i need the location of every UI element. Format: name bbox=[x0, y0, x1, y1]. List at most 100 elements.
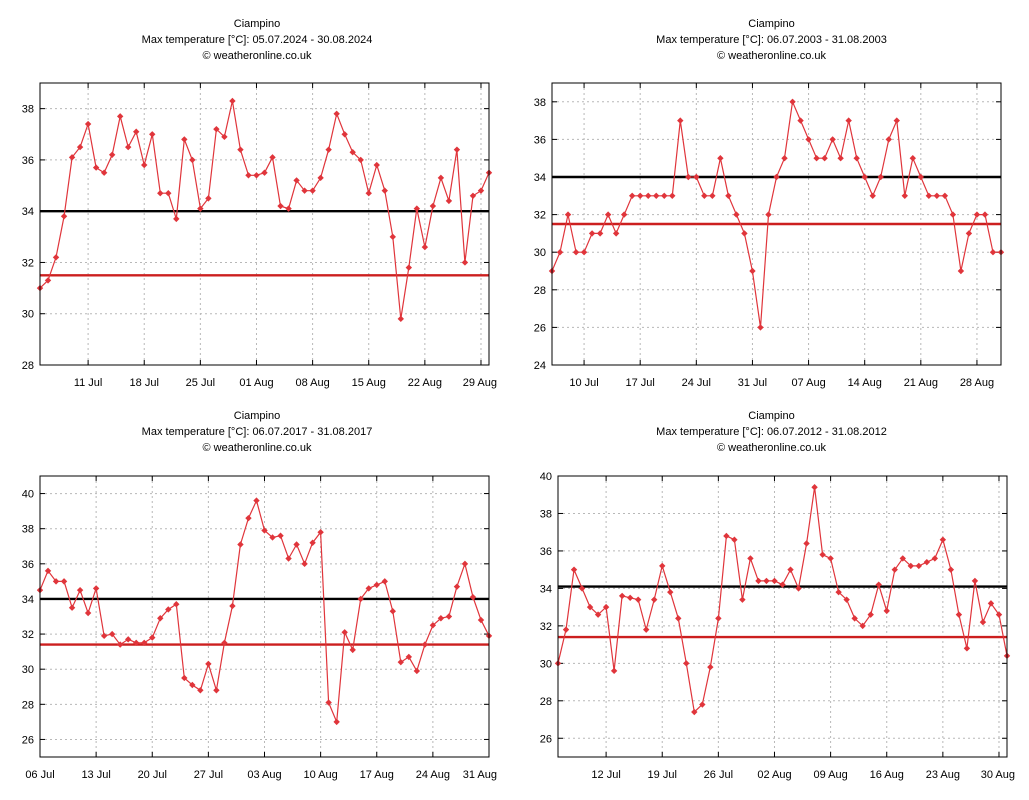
x-tick-label: 27 Jul bbox=[194, 769, 223, 781]
data-point bbox=[133, 639, 140, 647]
chart-panel-2012: Ciampino Max temperature [°C]: 06.07.201… bbox=[514, 400, 1029, 800]
y-tick-label: 34 bbox=[22, 206, 34, 218]
chart-title: Ciampino bbox=[748, 410, 795, 422]
series-markers bbox=[36, 97, 493, 323]
data-point bbox=[84, 120, 92, 128]
data-point bbox=[805, 136, 812, 143]
data-point bbox=[845, 117, 852, 124]
data-point bbox=[253, 497, 260, 504]
data-point bbox=[763, 577, 770, 585]
data-point bbox=[933, 192, 941, 199]
x-tick-label: 09 Aug bbox=[813, 769, 847, 781]
data-point bbox=[562, 626, 570, 633]
chart-title-block: Ciampino Max temperature [°C]: 06.07.201… bbox=[0, 408, 514, 456]
data-point bbox=[893, 117, 900, 124]
data-point bbox=[205, 660, 212, 668]
data-point bbox=[237, 146, 244, 153]
y-tick-label: 34 bbox=[22, 594, 34, 606]
data-point bbox=[44, 277, 52, 284]
data-point bbox=[381, 187, 388, 194]
y-tick-label: 40 bbox=[22, 489, 34, 501]
y-tick-label: 34 bbox=[534, 172, 546, 184]
data-point bbox=[92, 585, 100, 592]
data-point bbox=[293, 177, 300, 184]
data-point bbox=[68, 604, 76, 611]
data-point bbox=[701, 192, 708, 199]
data-point bbox=[570, 566, 578, 573]
data-point bbox=[124, 636, 132, 643]
data-point bbox=[269, 154, 276, 161]
data-point bbox=[269, 534, 276, 541]
data-point bbox=[461, 259, 469, 266]
data-point bbox=[572, 249, 580, 256]
x-tick-label: 24 Jul bbox=[682, 377, 711, 389]
data-point bbox=[675, 615, 682, 622]
data-point bbox=[421, 641, 429, 648]
chart-subtitle: Max temperature [°C]: 06.07.2012 - 31.08… bbox=[656, 426, 887, 438]
data-point bbox=[341, 131, 348, 138]
x-tick-label: 10 Aug bbox=[303, 769, 337, 781]
data-point bbox=[333, 110, 340, 117]
data-point bbox=[901, 192, 908, 199]
data-point bbox=[771, 577, 778, 585]
y-tick-label: 36 bbox=[534, 134, 546, 146]
data-point bbox=[741, 230, 748, 237]
data-point bbox=[76, 143, 84, 151]
data-point bbox=[389, 608, 396, 615]
data-point bbox=[588, 230, 596, 237]
data-point bbox=[739, 596, 746, 603]
x-tick-label: 22 Aug bbox=[408, 377, 442, 389]
data-point bbox=[60, 578, 68, 585]
x-tick-label: 16 Aug bbox=[870, 769, 904, 781]
data-point bbox=[52, 254, 60, 261]
y-tick-label: 36 bbox=[540, 546, 552, 558]
data-point bbox=[765, 211, 772, 218]
chart-title: Ciampino bbox=[233, 18, 281, 30]
x-tick-label: 20 Jul bbox=[138, 769, 167, 781]
x-tick-label: 24 Aug bbox=[416, 769, 450, 781]
data-point bbox=[357, 595, 364, 603]
data-point bbox=[116, 113, 124, 120]
chart-subtitle: Max temperature [°C]: 05.07.2024 - 30.08… bbox=[141, 34, 373, 46]
data-point bbox=[925, 192, 933, 199]
x-tick-label: 08 Aug bbox=[295, 377, 329, 389]
data-point bbox=[811, 484, 818, 491]
data-point bbox=[413, 667, 421, 675]
data-point bbox=[989, 249, 997, 256]
data-point bbox=[971, 577, 979, 585]
data-point bbox=[723, 532, 730, 540]
data-point bbox=[963, 645, 971, 652]
chart-2024: 28 30 32 34 36 38 11 Jul 18 Jul 25 Jul 01 Aug 08 A… bbox=[22, 82, 497, 389]
data-point bbox=[461, 560, 469, 568]
data-point bbox=[365, 190, 372, 197]
x-tick-label: 13 Jul bbox=[81, 769, 110, 781]
chart-title-block: Ciampino Max temperature [°C]: 06.07.201… bbox=[514, 408, 1029, 456]
data-point bbox=[653, 192, 660, 199]
data-point bbox=[285, 555, 292, 562]
data-point bbox=[173, 215, 180, 223]
data-point bbox=[731, 536, 738, 543]
data-point bbox=[349, 149, 356, 156]
data-point bbox=[325, 146, 332, 153]
data-point bbox=[293, 541, 300, 548]
y-tick-label: 32 bbox=[540, 621, 552, 633]
data-point bbox=[349, 646, 356, 654]
x-tick-label: 01 Aug bbox=[239, 377, 273, 389]
data-point bbox=[717, 155, 724, 162]
series-markers bbox=[554, 484, 1011, 716]
plot-frame bbox=[39, 82, 490, 366]
data-point bbox=[749, 267, 756, 275]
data-point bbox=[213, 125, 220, 133]
x-tick-label: 25 Jul bbox=[186, 377, 215, 389]
data-point bbox=[580, 249, 588, 256]
x-tick-label: 28 Aug bbox=[960, 377, 994, 389]
data-point bbox=[781, 155, 788, 162]
data-point bbox=[939, 536, 947, 543]
data-point bbox=[445, 197, 453, 205]
x-tick-label: 29 Aug bbox=[463, 377, 497, 389]
y-tick-label: 38 bbox=[540, 508, 552, 520]
data-point bbox=[604, 211, 612, 218]
data-point bbox=[789, 98, 796, 105]
data-point bbox=[747, 555, 754, 562]
data-point bbox=[413, 205, 421, 212]
